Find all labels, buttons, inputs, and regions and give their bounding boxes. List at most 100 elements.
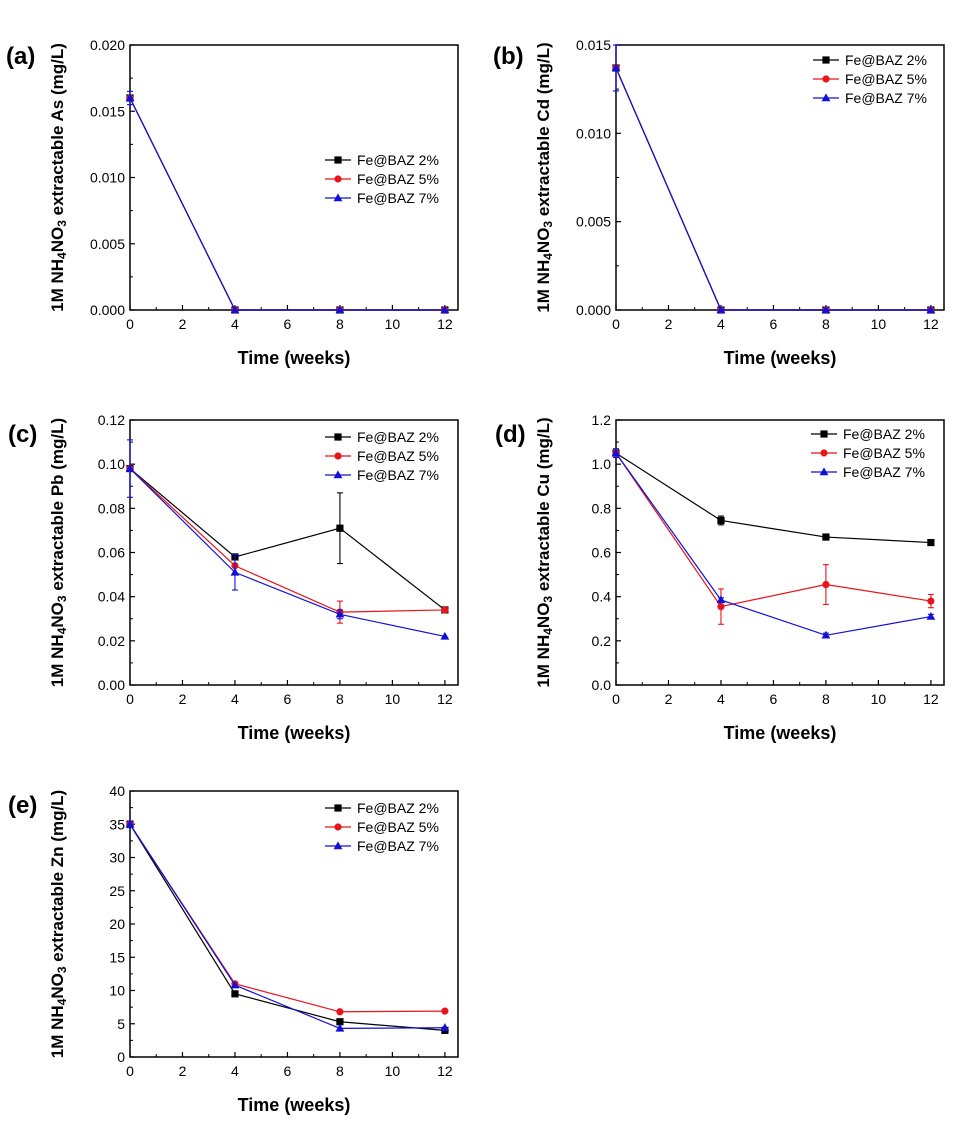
data-point [717, 603, 725, 611]
legend-marker [334, 433, 342, 441]
x-tick-label: 2 [665, 316, 673, 332]
x-tick-label: 4 [231, 1063, 239, 1079]
x-tick-label: 4 [717, 316, 725, 332]
data-point [335, 609, 345, 618]
x-tick-label: 2 [179, 316, 187, 332]
panel-b: 0 2 4 6 8 10 12 0.000 0.005 0.010 0.015 Time (weeks… [493, 37, 945, 368]
panel-e: 0 2 4 6 8 10 12 0 5 10 15 20 25 30 35 40 Time (weeks) 1M … [8, 783, 459, 1115]
legend-marker [333, 470, 343, 479]
y-tick-label: 0.0 [592, 677, 612, 693]
y-tick-label: 1.2 [592, 412, 612, 428]
legend: Fe@BAZ 2% Fe@BAZ 5% Fe@BAZ 7% [325, 800, 439, 854]
data-point [440, 305, 450, 314]
x-tick-label: 4 [231, 691, 239, 707]
y-tick-label: 0.015 [90, 103, 125, 119]
legend-label: Fe@BAZ 5% [357, 171, 439, 187]
x-tick-label: 8 [336, 1063, 344, 1079]
x-tick-label: 10 [871, 691, 887, 707]
x-tick-label: 10 [871, 316, 887, 332]
x-tick-label: 0 [126, 691, 134, 707]
legend-marker [333, 841, 343, 850]
series-Fe@BAZ 7% [125, 439, 450, 640]
legend-label: Fe@BAZ 7% [357, 467, 439, 483]
x-axis-title: Time (weeks) [238, 723, 351, 743]
panel-label: (b) [493, 43, 524, 70]
legend-label: Fe@BAZ 5% [357, 819, 439, 835]
series-line [615, 67, 931, 311]
y-tick-label: 35 [109, 816, 125, 832]
legend-marker [334, 804, 342, 812]
x-tick-label: 12 [437, 316, 453, 332]
x-tick-label: 12 [437, 1063, 453, 1079]
x-axis-title: Time (weeks) [724, 348, 837, 368]
x-tick-label: 12 [437, 691, 453, 707]
x-tick-label: 6 [284, 691, 292, 707]
series-Fe@BAZ 7% [611, 44, 936, 314]
data-point [440, 1023, 450, 1031]
x-tick-label: 0 [126, 316, 134, 332]
data-point [125, 463, 135, 472]
panel-label: (c) [8, 421, 37, 448]
data-point [230, 980, 240, 989]
legend-marker [821, 93, 831, 102]
data-point [230, 567, 240, 576]
series-line [615, 452, 931, 636]
legend-label: Fe@BAZ 5% [357, 448, 439, 464]
series-Fe@BAZ 7% [611, 448, 936, 639]
x-tick-label: 10 [385, 691, 401, 707]
panel-d: 0 2 4 6 8 10 12 0.0 0.2 0.4 0.6 0.8 1.0 1.2 Time (week… [495, 412, 945, 743]
x-tick-label: 0 [612, 316, 620, 332]
y-tick-label: 0.020 [90, 37, 125, 53]
data-point [822, 580, 830, 589]
x-tick-label: 10 [385, 1063, 401, 1079]
legend-label: Fe@BAZ 7% [845, 90, 927, 106]
panel-label: (d) [495, 421, 526, 448]
x-tick-label: 0 [126, 1063, 134, 1079]
legend-marker [822, 56, 830, 64]
data-point [821, 630, 831, 639]
legend-marker [334, 823, 342, 831]
x-tick-label: 8 [336, 316, 344, 332]
data-point [611, 448, 621, 457]
x-tick-label: 2 [665, 691, 673, 707]
legend-label: Fe@BAZ 5% [845, 71, 927, 87]
legend-label: Fe@BAZ 2% [845, 52, 927, 68]
y-tick-label: 30 [109, 850, 125, 866]
data-point [926, 611, 936, 620]
y-tick-label: 0.005 [576, 214, 611, 230]
data-point [230, 305, 240, 314]
legend-marker [820, 430, 828, 438]
data-point [441, 1007, 449, 1015]
data-point [335, 1023, 345, 1032]
series-line [615, 452, 931, 608]
x-tick-label: 6 [284, 316, 292, 332]
legend-label: Fe@BAZ 7% [357, 838, 439, 854]
panel-label: (e) [8, 792, 37, 819]
legend-marker [333, 193, 343, 202]
y-tick-label: 0.015 [576, 37, 611, 53]
y-tick-label: 0.010 [576, 125, 611, 141]
y-tick-label: 20 [109, 916, 125, 932]
legend: Fe@BAZ 2% Fe@BAZ 5% Fe@BAZ 7% [325, 429, 439, 483]
legend: Fe@BAZ 2% Fe@BAZ 5% Fe@BAZ 7% [325, 152, 439, 206]
y-axis-title: 1M NH4NO3 extractable As (mg/L) [48, 43, 69, 312]
x-tick-label: 12 [923, 691, 939, 707]
x-tick-label: 6 [284, 1063, 292, 1079]
x-tick-label: 10 [385, 316, 401, 332]
legend-marker [820, 449, 828, 457]
y-tick-label: 40 [109, 783, 125, 799]
data-point [441, 606, 449, 614]
panel-label: (a) [6, 43, 35, 70]
y-tick-label: 0.06 [98, 545, 125, 561]
x-tick-label: 8 [336, 691, 344, 707]
legend-marker [819, 467, 829, 476]
legend-marker [334, 175, 342, 183]
y-tick-label: 0.010 [90, 170, 125, 186]
x-axis-title: Time (weeks) [724, 723, 837, 743]
y-tick-label: 0.4 [592, 589, 612, 605]
data-point [926, 305, 936, 314]
y-tick-label: 0 [117, 1049, 125, 1065]
legend-label: Fe@BAZ 2% [357, 152, 439, 168]
x-tick-label: 2 [179, 1063, 187, 1079]
x-tick-label: 4 [231, 316, 239, 332]
